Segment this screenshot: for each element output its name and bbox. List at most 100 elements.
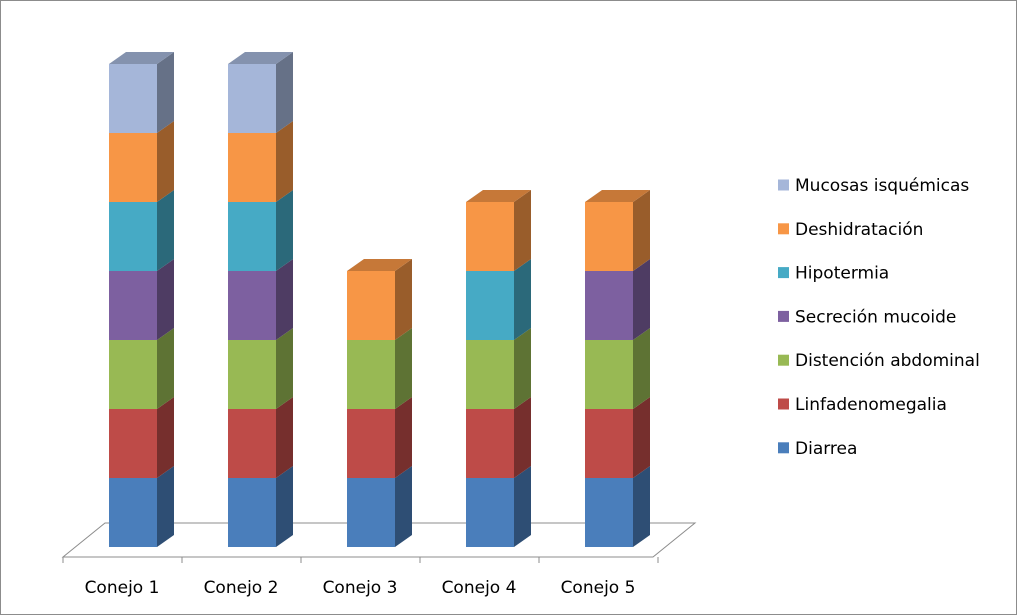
bar-segment-distenci-n-abdominal [109, 328, 174, 409]
bar-side [633, 190, 650, 271]
bar-segment-diarrea [228, 466, 293, 547]
bar-segment-distenci-n-abdominal [466, 328, 531, 409]
bar-front [466, 340, 514, 409]
legend-swatch [778, 223, 789, 235]
bar-segment-deshidrataci-n [466, 190, 531, 271]
legend-item: Mucosas isquémicas [778, 176, 969, 196]
bar-segment-deshidrataci-n [585, 190, 650, 271]
bar-front [109, 340, 157, 409]
bar-side [633, 397, 650, 478]
bar-front [109, 133, 157, 202]
bar-segment-deshidrataci-n [109, 121, 174, 202]
bar-front [585, 271, 633, 340]
x-tick-label: Conejo 1 [85, 578, 160, 598]
legend-label: Linfadenomegalia [795, 395, 947, 415]
bar-side [514, 190, 531, 271]
legend-item: Secreción mucoide [778, 307, 956, 327]
bar-side [276, 466, 293, 547]
bar-front [347, 271, 395, 340]
bar-segment-linfadenomegalia [347, 397, 412, 478]
legend-swatch [778, 354, 789, 366]
bar-side [157, 328, 174, 409]
bar-top [228, 52, 293, 64]
legend-label: Secreción mucoide [795, 307, 956, 327]
bar-front [109, 409, 157, 478]
bar-side [276, 397, 293, 478]
bar-side [514, 259, 531, 340]
bar-segment-secreci-n-mucoide [585, 259, 650, 340]
bar-segment-distenci-n-abdominal [228, 328, 293, 409]
legend-item: Linfadenomegalia [778, 395, 947, 415]
bar-segment-hipotermia [109, 190, 174, 271]
bar-segment-secreci-n-mucoide [109, 259, 174, 340]
bar-side [157, 259, 174, 340]
legend-swatch [778, 310, 789, 322]
legend-swatch [778, 398, 789, 410]
bar-front [228, 202, 276, 271]
bar-side [514, 328, 531, 409]
bar-side [276, 259, 293, 340]
legend-label: Hipotermia [795, 264, 889, 284]
bar-front [466, 202, 514, 271]
bar-front [109, 64, 157, 133]
bar-top [347, 259, 412, 271]
bar-top [585, 190, 650, 202]
x-tick-label: Conejo 4 [442, 578, 517, 598]
bar-segment-linfadenomegalia [585, 397, 650, 478]
bar-segment-mucosas-isqu-micas [228, 52, 293, 133]
legend-swatch [778, 442, 789, 454]
bar-segment-linfadenomegalia [466, 397, 531, 478]
bar-segment-diarrea [585, 466, 650, 547]
bar-front [585, 409, 633, 478]
bar-front [347, 478, 395, 547]
bar-front [466, 478, 514, 547]
bar-front [585, 340, 633, 409]
bar-front [228, 478, 276, 547]
bar-front [228, 340, 276, 409]
bar-side [157, 190, 174, 271]
legend-label: Deshidratación [795, 220, 923, 240]
bar-segment-linfadenomegalia [109, 397, 174, 478]
bar-front [228, 133, 276, 202]
legend-item: Diarrea [778, 439, 857, 459]
bar-side [157, 466, 174, 547]
bar-side [276, 121, 293, 202]
bars-group [109, 52, 650, 547]
bar-segment-linfadenomegalia [228, 397, 293, 478]
bar-segment-mucosas-isqu-micas [109, 52, 174, 133]
bar-side [514, 466, 531, 547]
legend-item: Hipotermia [778, 264, 889, 284]
bar-front [466, 271, 514, 340]
bar-segment-secreci-n-mucoide [228, 259, 293, 340]
legend-swatch [778, 267, 789, 279]
bar-side [157, 397, 174, 478]
legend-item: Deshidratación [778, 220, 923, 240]
bar-top [466, 190, 531, 202]
bar-side [276, 52, 293, 133]
bar-segment-hipotermia [228, 190, 293, 271]
bar-front [228, 409, 276, 478]
bar-front [585, 478, 633, 547]
bar-side [157, 52, 174, 133]
x-tick-label: Conejo 5 [561, 578, 636, 598]
bar-front [585, 202, 633, 271]
bar-front [109, 202, 157, 271]
bar-front [228, 271, 276, 340]
bar-side [395, 328, 412, 409]
bar-segment-diarrea [466, 466, 531, 547]
bar-side [157, 121, 174, 202]
legend-swatch [778, 179, 789, 191]
legend-label: Diarrea [795, 439, 857, 459]
legend-label: Mucosas isquémicas [795, 176, 969, 196]
bar-side [633, 328, 650, 409]
bar-front [466, 409, 514, 478]
bar-side [633, 466, 650, 547]
bar-side [633, 259, 650, 340]
bar-segment-hipotermia [466, 259, 531, 340]
x-tick-label: Conejo 3 [323, 578, 398, 598]
legend: Mucosas isquémicas Deshidratación Hipoterm… [778, 176, 980, 459]
legend-label: Distención abdominal [795, 351, 980, 371]
bar-side [395, 466, 412, 547]
